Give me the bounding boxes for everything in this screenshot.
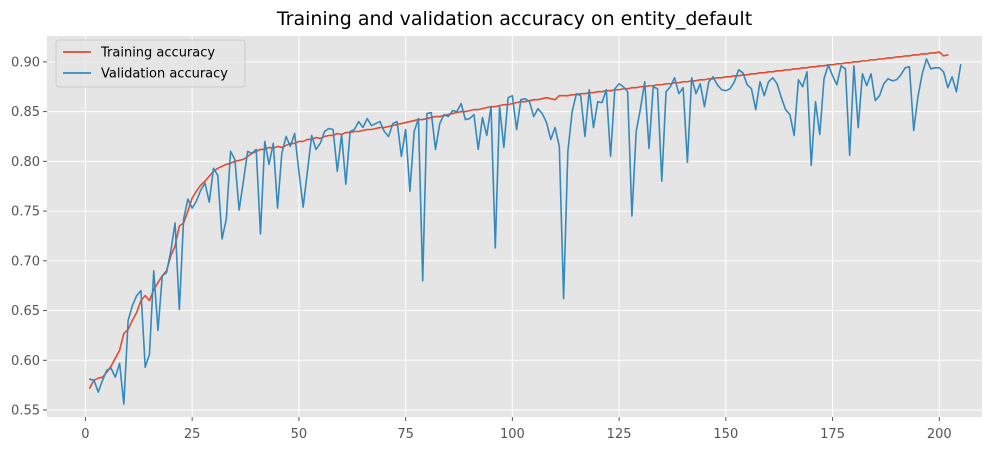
x-tick-label: 50 [291, 427, 308, 442]
x-tick-label: 175 [820, 427, 845, 442]
y-tick-label: 0.85 [11, 105, 40, 120]
series-line-validation-accuracy [88, 58, 962, 405]
y-tick-label: 0.60 [11, 354, 40, 369]
series-layer [88, 51, 962, 405]
y-tick-label: 0.65 [11, 304, 40, 319]
x-tick-label: 150 [713, 427, 738, 442]
legend-box [55, 39, 246, 88]
x-tick-label: 0 [81, 427, 89, 442]
y-tick-label: 0.75 [11, 205, 40, 220]
axis-ticks: 0 25 50 75 100 125 150 175 200 0.55 0.60 0.65 0.70 0.… [11, 55, 952, 442]
y-tick-label: 0.70 [11, 254, 40, 269]
plot-area [47, 36, 982, 417]
legend-label-validation-accuracy: Validation accuracy [101, 67, 228, 82]
x-tick-label: 100 [500, 427, 525, 442]
y-tick-label: 0.55 [11, 404, 40, 419]
x-tick-label: 125 [607, 427, 632, 442]
x-tick-label: 75 [397, 427, 414, 442]
legend-label-training-accuracy: Training accuracy [100, 46, 215, 61]
y-tick-label: 0.80 [11, 155, 40, 170]
legend: Training accuracy Validation accuracy [55, 39, 246, 88]
series-line-training-accuracy [88, 51, 949, 389]
x-tick-label: 25 [184, 427, 201, 442]
x-tick-label: 200 [927, 427, 952, 442]
chart-title: Training and validation accuracy on enti… [276, 8, 752, 30]
y-tick-label: 0.90 [11, 55, 40, 70]
